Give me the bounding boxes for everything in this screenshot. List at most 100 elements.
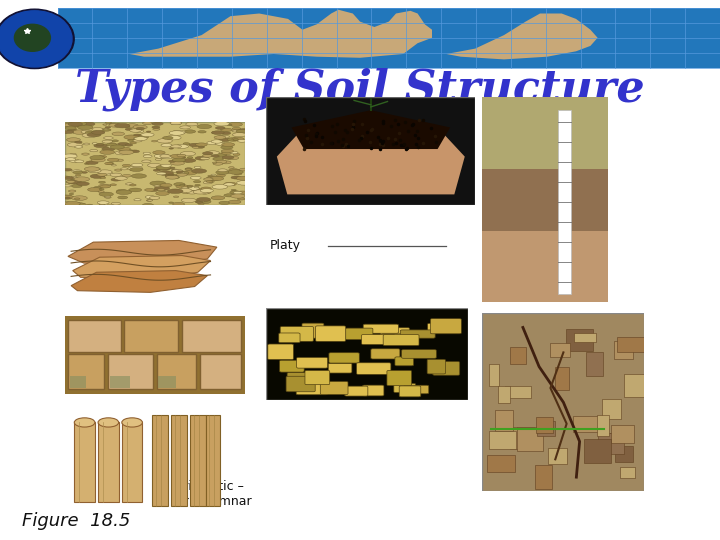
Ellipse shape	[104, 129, 108, 130]
Ellipse shape	[69, 193, 73, 194]
Ellipse shape	[228, 170, 243, 174]
Ellipse shape	[212, 162, 217, 164]
Ellipse shape	[108, 145, 122, 148]
Ellipse shape	[210, 177, 224, 180]
Ellipse shape	[111, 178, 121, 181]
Ellipse shape	[143, 122, 153, 125]
Bar	[550, 343, 570, 357]
Ellipse shape	[186, 187, 199, 191]
Bar	[58, 8, 720, 68]
Bar	[516, 427, 543, 451]
Ellipse shape	[206, 151, 220, 155]
Ellipse shape	[81, 172, 87, 173]
FancyBboxPatch shape	[328, 363, 352, 373]
Ellipse shape	[128, 166, 143, 171]
Bar	[537, 421, 555, 436]
Ellipse shape	[190, 176, 201, 179]
Ellipse shape	[90, 150, 98, 152]
Ellipse shape	[221, 161, 231, 164]
Ellipse shape	[154, 186, 170, 191]
Ellipse shape	[221, 136, 230, 138]
Ellipse shape	[171, 169, 179, 171]
FancyBboxPatch shape	[400, 330, 435, 338]
Ellipse shape	[71, 122, 86, 126]
Bar	[536, 417, 554, 433]
Ellipse shape	[168, 160, 176, 163]
Ellipse shape	[68, 122, 83, 126]
Ellipse shape	[96, 144, 104, 146]
Polygon shape	[130, 10, 432, 58]
Bar	[74, 422, 95, 502]
Ellipse shape	[122, 418, 143, 427]
Ellipse shape	[65, 123, 78, 127]
Ellipse shape	[109, 124, 122, 127]
Ellipse shape	[201, 187, 211, 190]
Ellipse shape	[154, 154, 170, 158]
FancyBboxPatch shape	[371, 349, 400, 359]
Ellipse shape	[189, 143, 201, 147]
Ellipse shape	[200, 189, 213, 193]
Ellipse shape	[100, 150, 114, 154]
Polygon shape	[276, 117, 465, 194]
Ellipse shape	[213, 158, 224, 160]
Ellipse shape	[206, 176, 221, 180]
Ellipse shape	[212, 185, 228, 189]
Ellipse shape	[180, 151, 196, 156]
Ellipse shape	[157, 139, 172, 143]
Ellipse shape	[168, 202, 174, 204]
Ellipse shape	[172, 158, 186, 162]
Ellipse shape	[233, 133, 246, 137]
Ellipse shape	[104, 197, 111, 198]
Ellipse shape	[234, 173, 242, 175]
Ellipse shape	[118, 196, 127, 199]
Ellipse shape	[74, 198, 80, 200]
Bar	[489, 430, 516, 449]
Ellipse shape	[221, 149, 233, 153]
Bar	[206, 415, 220, 505]
Ellipse shape	[203, 181, 212, 184]
Ellipse shape	[213, 163, 223, 165]
Ellipse shape	[156, 172, 166, 175]
Ellipse shape	[211, 174, 216, 176]
Ellipse shape	[209, 181, 215, 183]
Ellipse shape	[68, 177, 77, 179]
Ellipse shape	[66, 180, 75, 183]
Ellipse shape	[86, 161, 98, 165]
FancyBboxPatch shape	[297, 357, 328, 368]
Ellipse shape	[63, 123, 76, 127]
Ellipse shape	[133, 139, 142, 142]
Ellipse shape	[195, 184, 200, 186]
Ellipse shape	[110, 145, 125, 149]
Ellipse shape	[99, 188, 104, 190]
Ellipse shape	[104, 163, 113, 165]
Ellipse shape	[178, 172, 185, 174]
Ellipse shape	[99, 156, 107, 158]
Ellipse shape	[67, 180, 81, 184]
Ellipse shape	[166, 175, 177, 178]
Ellipse shape	[71, 196, 87, 200]
Ellipse shape	[202, 192, 208, 194]
Ellipse shape	[94, 186, 102, 189]
Ellipse shape	[91, 131, 105, 134]
Ellipse shape	[92, 127, 103, 131]
Ellipse shape	[198, 146, 204, 148]
Ellipse shape	[100, 185, 110, 188]
Ellipse shape	[222, 143, 235, 146]
Ellipse shape	[186, 123, 198, 126]
Ellipse shape	[146, 200, 152, 201]
Ellipse shape	[167, 189, 183, 193]
FancyBboxPatch shape	[279, 360, 304, 372]
Ellipse shape	[134, 137, 147, 140]
Ellipse shape	[238, 198, 246, 200]
Ellipse shape	[61, 202, 71, 205]
Ellipse shape	[156, 192, 169, 195]
Ellipse shape	[212, 131, 224, 134]
Ellipse shape	[99, 184, 111, 187]
Ellipse shape	[176, 173, 187, 176]
Ellipse shape	[70, 123, 77, 125]
Ellipse shape	[195, 156, 208, 160]
FancyBboxPatch shape	[395, 357, 413, 366]
Ellipse shape	[183, 159, 196, 163]
FancyBboxPatch shape	[427, 359, 446, 374]
FancyBboxPatch shape	[361, 334, 395, 345]
